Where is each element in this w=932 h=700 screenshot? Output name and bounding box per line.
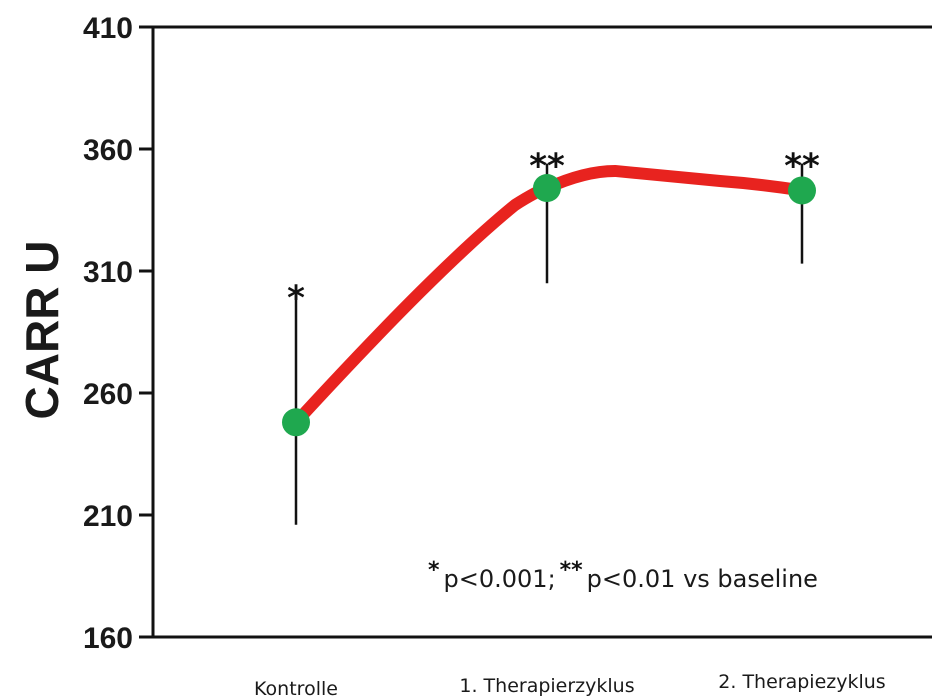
note-star-single: *	[428, 558, 440, 583]
data-point	[282, 408, 310, 437]
note-text-1: p<0.001;	[444, 565, 556, 593]
significance-stars: *** **	[287, 147, 820, 319]
significance-star: **	[784, 147, 820, 187]
significance-note: * p<0.001; ** p<0.01 vs baseline	[428, 558, 818, 593]
y-ticks: 160 210 260 310 360 410	[83, 12, 153, 655]
series-line	[290, 164, 808, 429]
x-category-label: Kontrolle	[254, 678, 338, 700]
y-tick-label: 160	[83, 622, 133, 655]
x-category-label: 2. Therapiezyklus	[718, 671, 885, 693]
y-axis-label: CARR U	[16, 241, 68, 420]
x-ticks: Kontrolle 1. Therapierzyklus 2. Therapiezy…	[254, 671, 886, 700]
significance-star: *	[287, 278, 305, 318]
x-category-label: 1. Therapierzyklus	[459, 675, 634, 697]
y-tick-label: 310	[83, 256, 133, 289]
series-line-group	[290, 164, 808, 429]
data-point	[533, 174, 561, 203]
y-tick-label: 260	[83, 378, 133, 411]
y-tick-label: 360	[83, 134, 133, 167]
data-markers	[282, 174, 816, 437]
significance-star: **	[529, 147, 565, 187]
y-tick-label: 210	[83, 500, 133, 533]
note-text-2: p<0.01 vs baseline	[587, 565, 818, 593]
data-point	[788, 176, 816, 205]
note-star-double: **	[560, 558, 584, 583]
y-tick-label: 410	[83, 12, 133, 45]
chart-axes	[151, 25, 932, 639]
